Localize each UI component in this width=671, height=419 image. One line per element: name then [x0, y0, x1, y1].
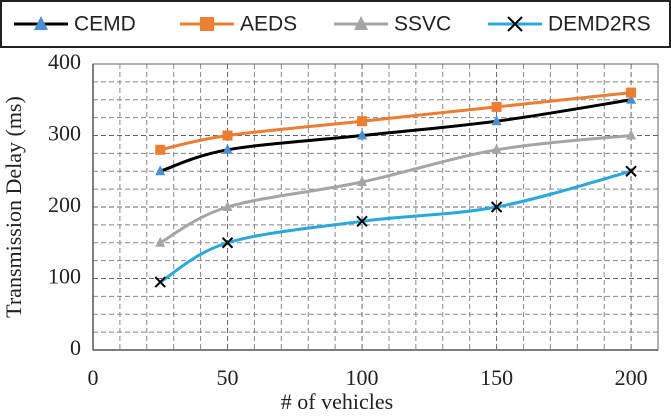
- marker: [491, 143, 502, 154]
- marker: [491, 101, 502, 112]
- series-line: [159, 91, 632, 152]
- marker: [626, 87, 637, 98]
- x-tick-label: 50: [217, 365, 239, 390]
- marker: [222, 130, 233, 141]
- x-axis-title: # of vehicles: [281, 389, 393, 414]
- marker: [625, 165, 637, 177]
- y-tick-label: 200: [48, 192, 81, 217]
- marker: [626, 129, 637, 140]
- marker: [626, 93, 637, 104]
- marker: [357, 175, 368, 186]
- legend-label: DEMD2RS: [548, 13, 651, 36]
- marker: [222, 143, 233, 154]
- marker: [200, 17, 214, 31]
- marker: [491, 115, 502, 126]
- y-axis-title: Transmission Delay (ms): [1, 96, 26, 318]
- legend-label: AEDS: [240, 13, 297, 36]
- series-line: [159, 134, 632, 245]
- legend: CEMD AEDS SSVC DEMD2RS: [14, 13, 651, 36]
- marker: [490, 201, 503, 213]
- marker: [356, 215, 368, 228]
- y-tick-label: 100: [48, 264, 81, 289]
- marker: [357, 129, 368, 140]
- legend-label: CEMD: [74, 13, 136, 36]
- x-tick-label: 100: [346, 365, 379, 390]
- marker: [357, 116, 368, 127]
- marker: [354, 16, 368, 30]
- x-tick-label: 0: [88, 365, 99, 390]
- legend-label: SSVC: [394, 13, 451, 36]
- marker: [507, 16, 523, 32]
- marker: [155, 236, 166, 247]
- series-line: [159, 98, 632, 173]
- marker: [222, 201, 233, 211]
- marker: [155, 165, 166, 176]
- marker: [154, 276, 166, 288]
- series-line: [159, 169, 632, 284]
- x-tick-label: 150: [480, 365, 513, 390]
- marker: [34, 16, 48, 30]
- marker: [221, 237, 234, 249]
- marker: [155, 144, 166, 155]
- y-tick-label: 400: [48, 49, 81, 74]
- y-tick-label: 300: [48, 121, 81, 146]
- x-tick-label: 200: [615, 365, 648, 390]
- y-tick-label: 0: [70, 335, 81, 360]
